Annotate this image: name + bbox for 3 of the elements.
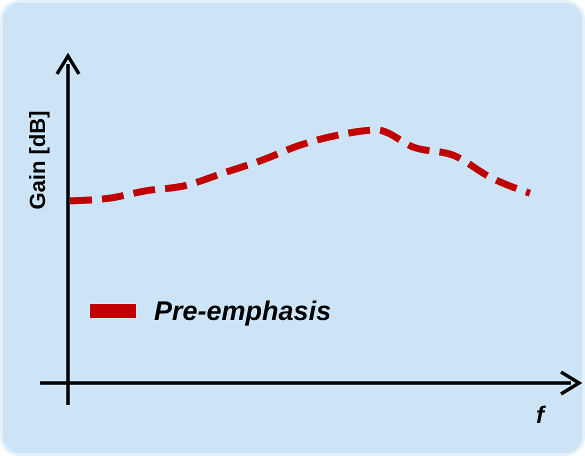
- legend-label: Pre-emphasis: [154, 296, 332, 326]
- x-axis-title: f: [536, 402, 546, 429]
- y-axis-title: Gain [dB]: [25, 110, 50, 210]
